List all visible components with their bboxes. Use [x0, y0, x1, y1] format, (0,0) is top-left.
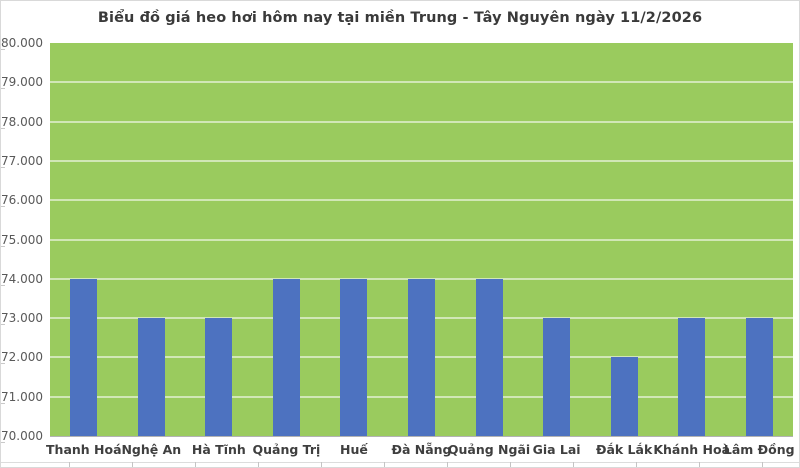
bar-Quảng Trị — [272, 278, 300, 436]
x-axis-label: Đắk Lắk — [595, 442, 653, 457]
x-axis-label: Lâm Đồng — [723, 442, 795, 457]
table-column-tick — [447, 462, 448, 467]
left-border-tick — [1, 127, 5, 129]
x-axis-label: Thanh Hoá — [46, 442, 122, 457]
table-column-tick — [762, 462, 763, 467]
left-border-tick — [1, 363, 5, 365]
gridline — [50, 199, 793, 202]
bar-Khánh Hoà — [678, 318, 706, 436]
x-axis-label: Đà Nẵng — [391, 442, 452, 457]
bar-Lâm Đồng — [745, 318, 773, 436]
y-axis-label: 70.000 — [1, 429, 43, 443]
y-axis-label: 75.000 — [1, 232, 43, 247]
bar-Nghệ An — [137, 318, 165, 436]
table-column-tick — [573, 462, 574, 467]
left-border-tick — [1, 49, 5, 50]
left-border-tick — [1, 402, 5, 404]
bar-Hà Tĩnh — [205, 318, 233, 436]
y-axis-label: 80.000 — [1, 36, 43, 50]
y-axis-label: 79.000 — [1, 75, 43, 90]
table-column-tick — [510, 462, 511, 467]
table-column-tick — [69, 462, 70, 467]
y-axis-label: 71.000 — [1, 389, 43, 404]
table-top-rule — [1, 462, 799, 463]
x-axis-label: Quảng Ngãi — [447, 442, 531, 457]
left-border-tick — [1, 284, 5, 286]
bar-Thanh Hoá — [70, 278, 98, 436]
x-axis-label: Khánh Hoà — [653, 442, 730, 457]
table-column-tick — [132, 462, 133, 467]
table-column-tick — [699, 462, 700, 467]
y-axis-label: 73.000 — [1, 311, 43, 326]
x-axis-label: Quảng Trị — [252, 442, 321, 457]
y-axis-label: 72.000 — [1, 350, 43, 365]
left-border-tick — [1, 88, 5, 90]
x-axis-label: Gia Lai — [532, 442, 581, 457]
left-border-tick — [1, 206, 5, 208]
table-column-tick — [321, 462, 322, 467]
left-border-tick — [1, 442, 5, 443]
x-axis-label: Huế — [340, 442, 368, 457]
x-axis-label: Nghệ An — [121, 442, 182, 457]
x-axis-label: Hà Tĩnh — [191, 442, 246, 457]
chart-title: Biểu đồ giá heo hơi hôm nay tại miền Tru… — [97, 10, 703, 26]
table-column-tick — [384, 462, 385, 467]
y-axis-label: 76.000 — [1, 193, 43, 208]
y-axis-label: 74.000 — [1, 271, 43, 286]
left-border-tick — [1, 166, 5, 168]
left-border-tick — [1, 324, 5, 326]
table-column-tick — [636, 462, 637, 467]
bar-Gia Lai — [543, 318, 571, 436]
gridline — [50, 120, 793, 123]
bar-Đà Nẵng — [408, 278, 435, 436]
table-column-tick — [195, 462, 196, 467]
bar-Đắk Lắk — [610, 357, 638, 436]
gridline — [50, 81, 793, 84]
gridline — [50, 159, 793, 162]
y-axis-label: 78.000 — [1, 114, 43, 129]
table-column-tick — [258, 462, 259, 467]
left-border-tick — [1, 245, 5, 247]
bar-Huế — [340, 278, 368, 436]
plot-area — [50, 43, 793, 437]
gridline — [50, 238, 793, 241]
bar-Quảng Ngãi — [475, 278, 503, 436]
y-axis-label: 77.000 — [1, 153, 43, 168]
